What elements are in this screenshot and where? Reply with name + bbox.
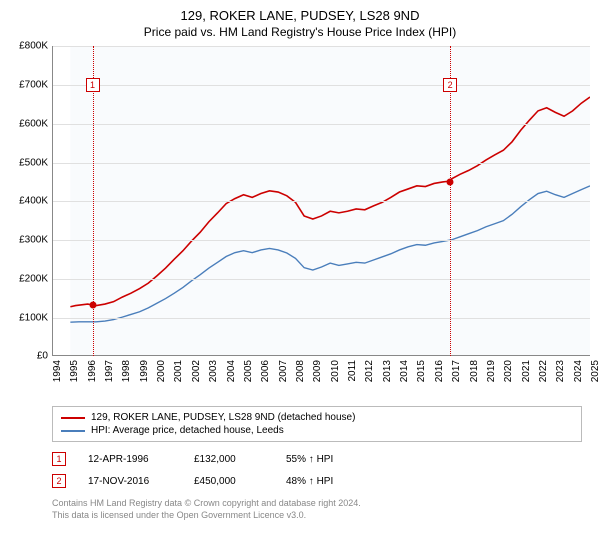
sale-hpi: 55% ↑ HPI: [286, 454, 376, 465]
x-tick-label: 2010: [330, 360, 341, 382]
marker-vline: [450, 46, 451, 356]
legend-label: 129, ROKER LANE, PUDSEY, LS28 9ND (detac…: [91, 412, 355, 423]
y-axis: £0£100K£200K£300K£400K£500K£600K£700K£80…: [10, 46, 52, 356]
x-tick-label: 2015: [416, 360, 427, 382]
attribution-line2: This data is licensed under the Open Gov…: [52, 510, 590, 521]
x-tick-label: 2011: [347, 360, 358, 382]
marker-vline: [93, 46, 94, 356]
gridline: [53, 279, 590, 280]
sales-table: 1 12-APR-1996 £132,000 55% ↑ HPI 2 17-NOV-201…: [52, 448, 590, 492]
x-tick-label: 2000: [156, 360, 167, 382]
x-tick-label: 2017: [451, 360, 462, 382]
y-tick-label: £200K: [19, 273, 48, 284]
y-tick-label: £400K: [19, 196, 48, 207]
chart-container: 129, ROKER LANE, PUDSEY, LS28 9ND Price …: [0, 0, 600, 560]
x-axis: 1994 1995 1996 1997 1998 1999 2000 2001 2002 2003…: [52, 356, 590, 406]
gridline: [53, 124, 590, 125]
x-tick-label: 2007: [278, 360, 289, 382]
y-tick-label: £300K: [19, 235, 48, 246]
chart-subtitle: Price paid vs. HM Land Registry's House …: [10, 25, 590, 41]
x-tick-label: 2004: [226, 360, 237, 382]
x-tick-label: 1999: [139, 360, 150, 382]
sale-row: 1 12-APR-1996 £132,000 55% ↑ HPI: [52, 448, 590, 470]
y-tick-label: £600K: [19, 118, 48, 129]
x-tick-label: 2018: [469, 360, 480, 382]
sale-price: £450,000: [194, 476, 264, 487]
x-tick-label: 2022: [538, 360, 549, 382]
marker-label: 1: [86, 78, 100, 92]
sale-marker: 1: [52, 452, 66, 466]
x-tick-label: 2020: [503, 360, 514, 382]
x-tick-label: 2008: [295, 360, 306, 382]
sale-hpi: 48% ↑ HPI: [286, 476, 376, 487]
x-tick-label: 2023: [555, 360, 566, 382]
gridline: [53, 163, 590, 164]
titles: 129, ROKER LANE, PUDSEY, LS28 9ND Price …: [10, 8, 590, 40]
y-tick-label: £500K: [19, 157, 48, 168]
y-tick-label: £100K: [19, 312, 48, 323]
x-tick-label: 2005: [243, 360, 254, 382]
y-tick-label: £0: [37, 351, 48, 362]
legend-swatch: [61, 430, 85, 432]
y-tick-label: £800K: [19, 41, 48, 52]
legend-row: 129, ROKER LANE, PUDSEY, LS28 9ND (detac…: [61, 411, 573, 424]
marker-dot: [447, 179, 454, 186]
sale-date: 12-APR-1996: [88, 454, 172, 465]
plot-area: 12: [52, 46, 590, 356]
gridline: [53, 240, 590, 241]
marker-label: 2: [443, 78, 457, 92]
chart-title: 129, ROKER LANE, PUDSEY, LS28 9ND: [10, 8, 590, 25]
x-tick-label: 1996: [87, 360, 98, 382]
y-tick-label: £700K: [19, 80, 48, 91]
x-tick-label: 2003: [208, 360, 219, 382]
x-tick-label: 1997: [104, 360, 115, 382]
legend-row: HPI: Average price, detached house, Leed…: [61, 424, 573, 437]
x-tick-label: 2014: [399, 360, 410, 382]
x-tick-label: 1998: [121, 360, 132, 382]
x-tick-label: 2012: [364, 360, 375, 382]
x-tick-label: 2009: [312, 360, 323, 382]
x-tick-label: 2016: [434, 360, 445, 382]
x-tick-label: 2006: [260, 360, 271, 382]
x-tick-label: 1995: [69, 360, 80, 382]
legend-swatch: [61, 417, 85, 419]
attribution-line1: Contains HM Land Registry data © Crown c…: [52, 498, 590, 509]
sale-row: 2 17-NOV-2016 £450,000 48% ↑ HPI: [52, 470, 590, 492]
gridline: [53, 46, 590, 47]
chart-area: £0£100K£200K£300K£400K£500K£600K£700K£80…: [10, 46, 590, 406]
x-tick-label: 2025: [590, 360, 600, 382]
marker-dot: [89, 302, 96, 309]
gridline: [53, 85, 590, 86]
sale-date: 17-NOV-2016: [88, 476, 172, 487]
x-tick-label: 2021: [521, 360, 532, 382]
sale-marker: 2: [52, 474, 66, 488]
x-tick-label: 2002: [191, 360, 202, 382]
x-tick-label: 1994: [52, 360, 63, 382]
legend: 129, ROKER LANE, PUDSEY, LS28 9ND (detac…: [52, 406, 582, 442]
legend-label: HPI: Average price, detached house, Leed…: [91, 425, 284, 436]
x-tick-label: 2024: [573, 360, 584, 382]
x-tick-label: 2013: [382, 360, 393, 382]
gridline: [53, 201, 590, 202]
attribution: Contains HM Land Registry data © Crown c…: [52, 498, 590, 521]
gridline: [53, 318, 590, 319]
x-tick-label: 2019: [486, 360, 497, 382]
x-tick-label: 2001: [173, 360, 184, 382]
sale-price: £132,000: [194, 454, 264, 465]
